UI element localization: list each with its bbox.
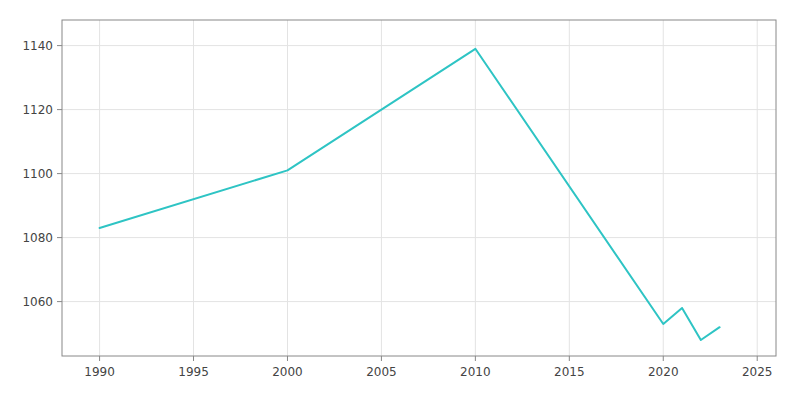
tick-label-x: 2025 (742, 365, 773, 379)
tick-label-y: 1060 (22, 295, 53, 309)
grid-line-y (62, 109, 776, 110)
tick-mark-x (663, 356, 664, 361)
tick-label-y: 1080 (22, 231, 53, 245)
chart-container: 1990 1995 2000 2005 2010 2015 2020 2025 1060 1080… (0, 0, 800, 400)
grid-line-y (62, 45, 776, 46)
grid-line-y (62, 301, 776, 302)
plot-area (62, 20, 776, 356)
plot-frame (62, 20, 776, 356)
data (100, 49, 720, 340)
tick-label-x: 2010 (460, 365, 491, 379)
tick-label-x: 2020 (648, 365, 679, 379)
axes: 1990 1995 2000 2005 2010 2015 2020 2025 1060 1080… (22, 20, 776, 379)
tick-label-x: 2000 (272, 365, 303, 379)
grid-line-y (62, 237, 776, 238)
grid-line-x (99, 20, 100, 356)
tick-mark-y (57, 301, 62, 302)
tick-mark-x (475, 356, 476, 361)
grid-line-x (663, 20, 664, 356)
grid-line-x (381, 20, 382, 356)
line (100, 49, 720, 340)
tick-mark-x (99, 356, 100, 361)
grid-line-y (62, 173, 776, 174)
tick-mark-y (57, 45, 62, 46)
grid-line-x (475, 20, 476, 356)
tick-label-x: 2005 (366, 365, 397, 379)
tick-mark-y (57, 109, 62, 110)
chart: 1990 1995 2000 2005 2010 2015 2020 2025 1060 1080… (0, 0, 800, 400)
tick-label-x: 2015 (554, 365, 585, 379)
tick-label-y: 1140 (22, 39, 53, 53)
tick-mark-x (193, 356, 194, 361)
tick-mark-x (381, 356, 382, 361)
grid-line-x (287, 20, 288, 356)
grid (62, 20, 776, 356)
tick-label-y: 1100 (22, 167, 53, 181)
tick-mark-x (569, 356, 570, 361)
tick-mark-y (57, 237, 62, 238)
grid-line-x (193, 20, 194, 356)
tick-label-x: 1990 (84, 365, 115, 379)
tick-mark-x (287, 356, 288, 361)
tick-mark-y (57, 173, 62, 174)
grid-line-x (757, 20, 758, 356)
tick-label-x: 1995 (178, 365, 209, 379)
tick-label-y: 1120 (22, 103, 53, 117)
tick-mark-x (757, 356, 758, 361)
